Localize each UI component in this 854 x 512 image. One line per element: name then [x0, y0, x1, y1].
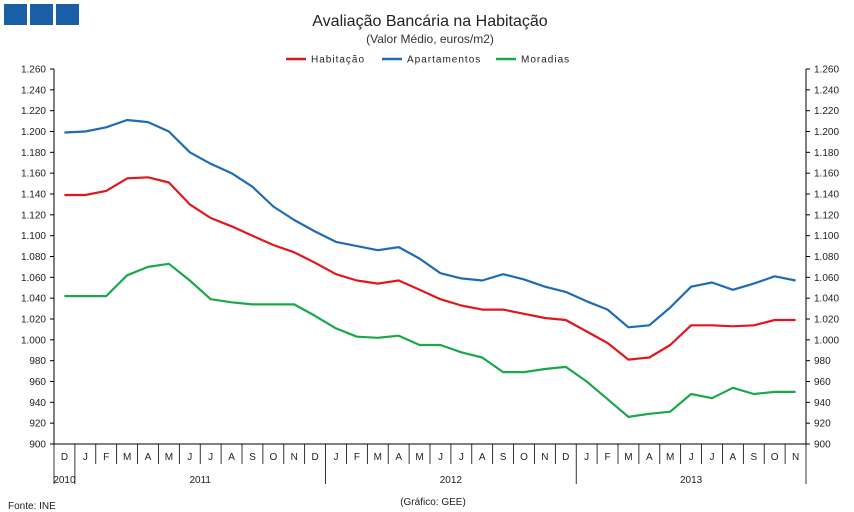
y-tick-label-right: 1.000 — [814, 335, 839, 346]
series-line-habitação — [64, 176, 796, 361]
series-line-moradias — [64, 262, 796, 418]
y-tick-label-right: 1.020 — [814, 315, 839, 326]
month-label: A — [730, 452, 737, 463]
month-label: N — [541, 452, 548, 463]
month-label: J — [187, 452, 192, 463]
y-tick-label-right: 1.120 — [814, 210, 839, 221]
year-label: 2011 — [189, 475, 211, 486]
month-label: J — [710, 452, 715, 463]
y-tick-label-right: 1.220 — [814, 106, 839, 117]
year-label: 2013 — [680, 475, 703, 486]
credit-note: (Gráfico: GEE) — [400, 497, 466, 508]
month-label: F — [605, 452, 611, 463]
month-label: M — [624, 452, 632, 463]
month-label: J — [459, 452, 464, 463]
y-tick-label-left: 940 — [29, 398, 46, 409]
month-label: A — [228, 452, 235, 463]
month-label: J — [334, 452, 339, 463]
source-note: Fonte: INE — [8, 501, 56, 512]
y-tick-label-left: 1.000 — [21, 335, 46, 346]
y-tick-label-left: 1.120 — [21, 210, 46, 221]
logo — [4, 4, 79, 25]
month-label: J — [438, 452, 443, 463]
y-tick-label-right: 1.240 — [814, 85, 839, 96]
y-tick-label-right: 1.180 — [814, 148, 839, 159]
y-tick-label-left: 960 — [29, 377, 46, 388]
y-tick-label-left: 1.060 — [21, 273, 46, 284]
month-label: F — [103, 452, 109, 463]
month-label: J — [584, 452, 589, 463]
logo-square-icon — [30, 4, 53, 25]
year-label: 2012 — [440, 475, 463, 486]
y-tick-label-right: 900 — [814, 440, 831, 451]
y-tick-label-right: 1.200 — [814, 127, 839, 138]
month-label: S — [249, 452, 256, 463]
y-tick-label-left: 980 — [29, 356, 46, 367]
y-tick-label-right: 980 — [814, 356, 831, 367]
month-label: N — [291, 452, 298, 463]
axes: 900 900 920 920 940 940 960 960 980 980 1.000 1.000… — [21, 65, 839, 487]
month-label: S — [500, 452, 507, 463]
y-tick-label-left: 1.220 — [21, 106, 46, 117]
y-tick-label-left: 1.100 — [21, 231, 46, 242]
month-label: M — [374, 452, 382, 463]
month-label: A — [145, 452, 152, 463]
y-tick-label-left: 1.160 — [21, 169, 46, 180]
y-tick-label-right: 1.160 — [814, 169, 839, 180]
y-tick-label-left: 1.040 — [21, 294, 46, 305]
month-label: M — [123, 452, 131, 463]
y-tick-label-left: 1.240 — [21, 85, 46, 96]
month-label: O — [520, 452, 528, 463]
y-tick-label-right: 1.060 — [814, 273, 839, 284]
logo-square-icon — [56, 4, 79, 25]
legend-label: Apartamentos — [407, 55, 481, 66]
y-tick-label-right: 1.040 — [814, 294, 839, 305]
year-label: 2010 — [53, 475, 76, 486]
month-label: N — [792, 452, 799, 463]
month-label: D — [311, 452, 318, 463]
y-tick-label-right: 1.100 — [814, 231, 839, 242]
y-tick-label-left: 1.180 — [21, 148, 46, 159]
month-label: J — [83, 452, 88, 463]
chart-subtitle: (Valor Médio, euros/m2) — [366, 32, 494, 46]
y-tick-label-right: 1.140 — [814, 190, 839, 201]
month-label: D — [562, 452, 569, 463]
month-label: J — [208, 452, 213, 463]
y-tick-label-right: 1.080 — [814, 252, 839, 263]
logo-square-icon — [4, 4, 27, 25]
y-tick-label-left: 1.080 — [21, 252, 46, 263]
y-tick-label-right: 960 — [814, 377, 831, 388]
y-tick-label-left: 1.140 — [21, 190, 46, 201]
y-tick-label-left: 1.200 — [21, 127, 46, 138]
month-label: D — [61, 452, 68, 463]
month-label: O — [269, 452, 277, 463]
y-tick-label-left: 1.020 — [21, 315, 46, 326]
legend-label: Moradias — [521, 55, 570, 66]
month-label: A — [646, 452, 653, 463]
legend-label: Habitação — [311, 55, 365, 66]
y-tick-label-left: 920 — [29, 419, 46, 430]
month-label: M — [666, 452, 674, 463]
month-label: M — [415, 452, 423, 463]
month-label: O — [771, 452, 779, 463]
y-tick-label-left: 900 — [29, 440, 46, 451]
month-label: F — [354, 452, 360, 463]
series-lines — [64, 118, 796, 418]
month-label: J — [689, 452, 694, 463]
month-label: S — [750, 452, 757, 463]
month-label: A — [479, 452, 486, 463]
month-label: M — [165, 452, 173, 463]
series-line-apartamentos — [64, 118, 796, 329]
y-tick-label-left: 1.260 — [21, 65, 46, 76]
y-tick-label-right: 1.260 — [814, 65, 839, 76]
month-label: A — [395, 452, 402, 463]
y-tick-label-right: 940 — [814, 398, 831, 409]
y-tick-label-right: 920 — [814, 419, 831, 430]
chart-title: Avaliação Bancária na Habitação — [312, 13, 548, 30]
legend: Habitação Apartamentos Moradias — [286, 55, 570, 66]
